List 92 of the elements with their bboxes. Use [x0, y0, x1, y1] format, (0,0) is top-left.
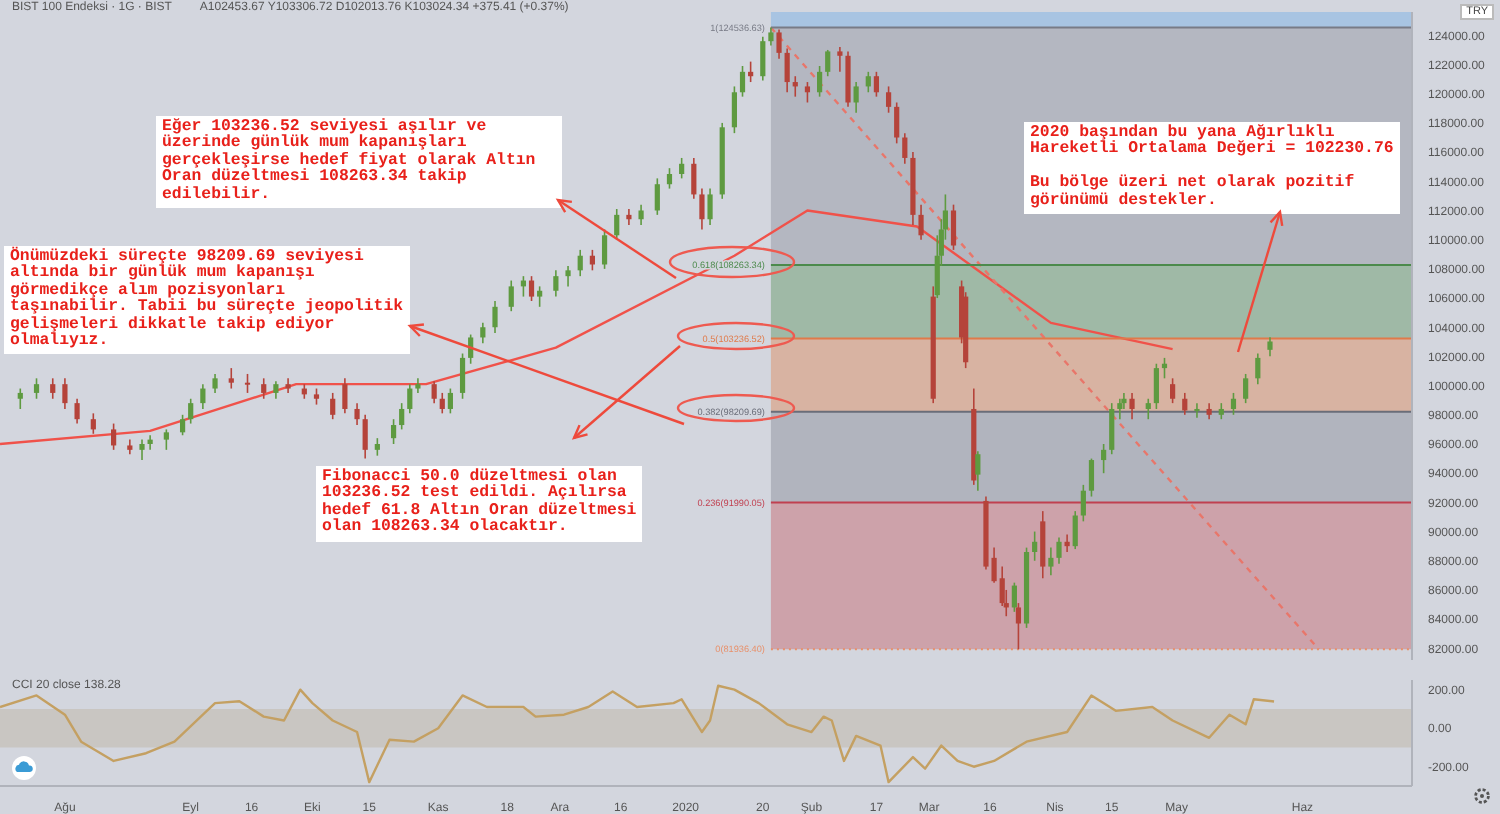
- candlestick: [1117, 397, 1123, 420]
- candlestick: [1129, 392, 1135, 420]
- candlestick: [1255, 352, 1261, 385]
- candlestick: [179, 414, 186, 437]
- candlestick: [577, 249, 583, 277]
- candlestick: [459, 352, 466, 400]
- candlestick: [1015, 602, 1022, 651]
- candlestick: [873, 71, 880, 98]
- candlestick: [638, 203, 644, 226]
- candlestick: [480, 322, 486, 345]
- candlestick: [1080, 484, 1086, 523]
- candlestick: [74, 397, 80, 425]
- candlestick: [200, 383, 206, 410]
- candlestick: [431, 380, 437, 404]
- candlestick: [699, 187, 705, 231]
- candlestick: [1032, 530, 1038, 562]
- candlestick: [1170, 377, 1176, 404]
- candlestick: [62, 377, 68, 410]
- candlestick: [865, 71, 871, 94]
- candlestick: [1040, 510, 1046, 580]
- candlestick: [212, 373, 218, 394]
- candlestick: [33, 377, 40, 400]
- candlestick: [528, 275, 535, 302]
- annotation: Eğer 103236.52 seviyesi aşılır ve üzerinde günlük mum kapanışları gerçekleşirse hedef fiyat olarak Altın Oran düzeltmesi 108263.34 takip edilebilir.: [156, 116, 562, 209]
- candlestick: [837, 46, 843, 73]
- candlestick: [1088, 457, 1095, 498]
- candlestick: [163, 428, 169, 451]
- candlestick: [399, 402, 405, 431]
- candlestick: [390, 418, 397, 445]
- line-series: [0, 209, 1174, 446]
- candlestick: [776, 28, 782, 60]
- candlestick: [439, 392, 445, 415]
- candlestick: [885, 85, 892, 114]
- candlestick: [739, 65, 746, 98]
- candlestick: [244, 373, 251, 394]
- candlestick: [1072, 510, 1078, 550]
- candlestick: [950, 203, 957, 251]
- candlestick: [447, 387, 453, 415]
- candlestick: [626, 208, 632, 226]
- candlestick: [111, 422, 117, 451]
- candlestick: [1011, 581, 1017, 613]
- candlestick: [1230, 392, 1237, 416]
- candlestick: [342, 377, 348, 415]
- candlestick: [565, 265, 571, 288]
- candlestick: [90, 412, 96, 435]
- candlestick: [508, 279, 514, 312]
- candlestick: [50, 377, 56, 400]
- candlestick: [362, 414, 368, 460]
- candlestick: [760, 36, 766, 82]
- candlestick: [492, 300, 498, 334]
- candlestick: [17, 387, 23, 410]
- candlestick: [1243, 373, 1249, 404]
- candlestick: [354, 402, 360, 426]
- candlestick: [1109, 402, 1115, 456]
- candlestick: [1153, 362, 1159, 410]
- candlestick: [894, 101, 900, 145]
- candlestick: [553, 269, 559, 298]
- candlestick: [768, 26, 774, 47]
- candlestick: [845, 50, 851, 108]
- candlestick: [1145, 397, 1151, 420]
- candlestick: [918, 203, 924, 241]
- candlestick: [784, 47, 790, 94]
- candlestick: [1048, 546, 1054, 577]
- candlestick: [1267, 336, 1273, 358]
- annotation: 2020 başından bu yana Ağırlıklı Hareketli Ortalama Değeri = 102230.76 Bu bölge üzeri net olarak pozitif görünümü destekler.: [1024, 122, 1400, 215]
- candlestick: [1194, 402, 1200, 419]
- candlestick: [853, 81, 859, 114]
- candlestick: [731, 85, 737, 134]
- candlestick: [679, 157, 685, 180]
- candlestick: [407, 383, 413, 415]
- candlestick: [188, 397, 194, 425]
- candlestick: [1056, 536, 1062, 565]
- candlestick: [975, 450, 981, 492]
- annotation: Önümüzdeki süreçte 98209.69 seviyesi altında bir günlük mum kapanışı görmedikçe alım pozisyonları taşınabilir. Tabii bu süreçte jeopolitik gelişmeleri dikkatle takip ediyor olmalıyız.: [4, 246, 410, 355]
- candlestick: [139, 438, 145, 461]
- candlestick: [902, 132, 908, 165]
- candlestick: [666, 167, 673, 190]
- candlestick: [707, 187, 713, 226]
- candlestick: [537, 285, 543, 308]
- candlestick: [804, 81, 811, 104]
- candlestick: [330, 392, 336, 420]
- candlestick: [654, 177, 660, 216]
- candlestick: [817, 65, 823, 98]
- candlestick: [261, 377, 267, 400]
- annotation: Fibonacci 50.0 düzeltmesi olan 103236.52 test edildi. Açılırsa hedef 61.8 Altın Oran düzeltmesi olan 108263.34 olacaktır.: [316, 466, 643, 542]
- candlestick: [614, 208, 620, 241]
- candlestick: [601, 228, 608, 270]
- candlestick: [1182, 392, 1188, 416]
- candlestick: [1101, 443, 1107, 474]
- candlestick: [825, 49, 831, 78]
- candlestick: [228, 367, 234, 390]
- candlestick: [691, 157, 697, 200]
